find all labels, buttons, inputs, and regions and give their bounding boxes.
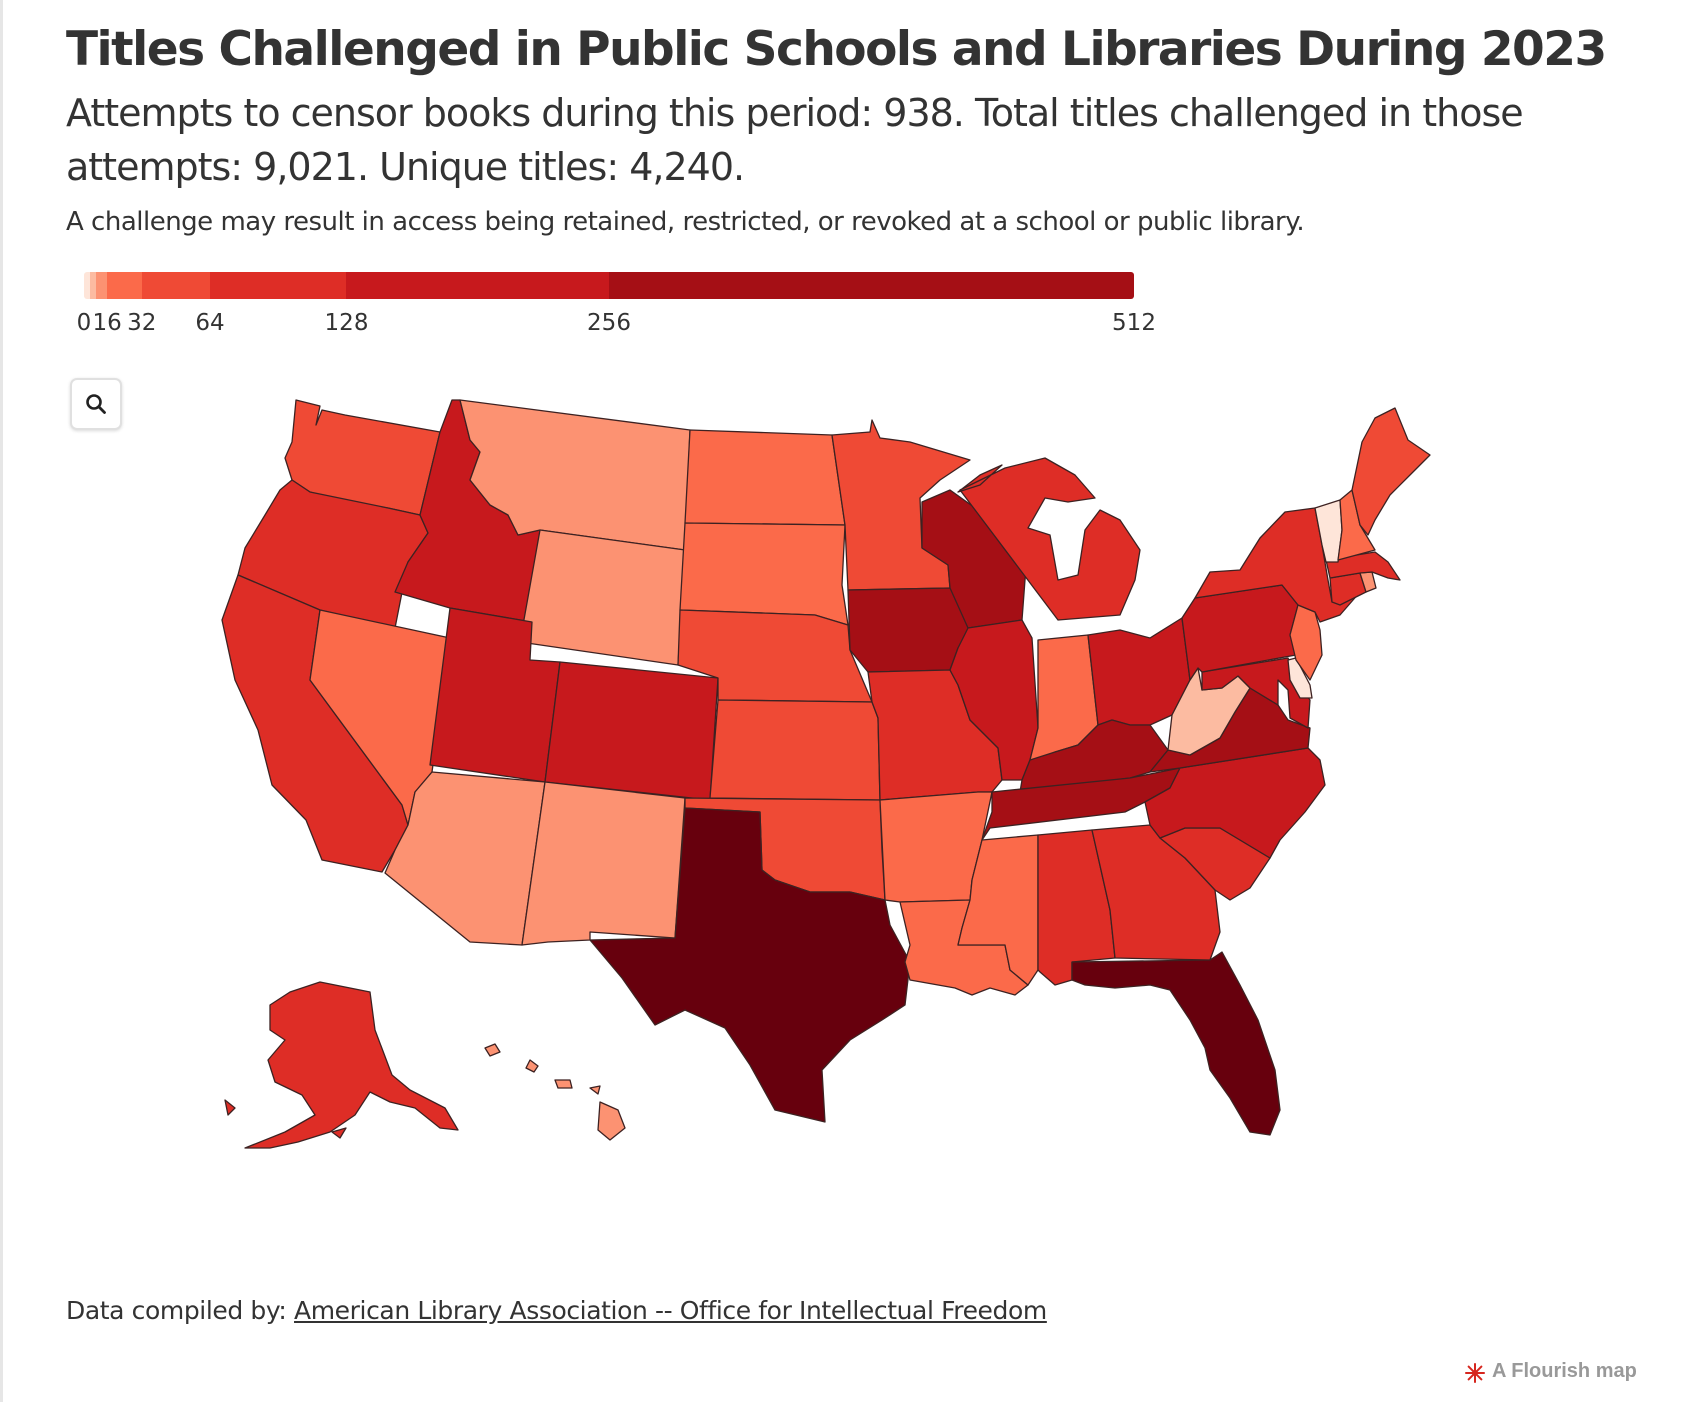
state-connecticut[interactable]: Connecticut (1329, 572, 1367, 606)
state-alaska[interactable]: Alaska (224, 981, 459, 1149)
state-hawaii[interactable]: Hawaii (484, 1043, 626, 1141)
legend-swatch (95, 272, 108, 299)
state-wyoming[interactable]: Wyoming (519, 529, 686, 666)
page-left-border (0, 0, 3, 1402)
flourish-logo-icon (1465, 1363, 1485, 1383)
zoom-search-button[interactable] (70, 378, 122, 430)
legend-swatch (141, 272, 210, 299)
state-kansas[interactable]: Kansas (709, 699, 881, 801)
legend-color-bar (84, 272, 1134, 299)
map-note: A challenge may result in access being r… (66, 207, 1305, 237)
search-icon (86, 394, 106, 414)
legend-tick-label: 32 (127, 310, 157, 336)
state-tennessee[interactable]: Tennessee (981, 767, 1181, 841)
state-florida[interactable]: Florida (1071, 951, 1281, 1136)
state-new-mexico[interactable]: New Mexico (521, 781, 686, 946)
color-legend: 0 16 32 64 128 256 512 (77, 272, 1156, 342)
state-iowa[interactable]: Iowa (847, 587, 971, 673)
legend-tick-label: 64 (195, 310, 225, 336)
state-illinois[interactable]: Illinois (949, 619, 1039, 781)
legend-tick-label: 128 (324, 310, 369, 336)
source-credit: Data compiled by: American Library Assoc… (66, 1296, 1047, 1325)
flourish-credit-link[interactable]: A Flourish map (1465, 1360, 1637, 1383)
legend-swatch (209, 272, 347, 299)
legend-tick-label: 0 (76, 310, 92, 336)
source-prefix: Data compiled by: (66, 1296, 295, 1325)
state-north-dakota[interactable]: North Dakota (684, 429, 846, 526)
legend-swatch (107, 272, 142, 299)
map-subtitle: Attempts to censor books during this per… (66, 91, 1524, 189)
us-choropleth-map: Washington Oregon California Idaho Nevad… (221, 399, 1431, 1149)
state-colorado[interactable]: Colorado (544, 661, 719, 801)
legend-swatch (608, 272, 1134, 299)
state-texas[interactable]: Texas (589, 807, 911, 1123)
legend-swatch (346, 272, 609, 299)
legend-tick-label: 512 (1112, 310, 1156, 336)
flourish-credit-label: A Flourish map (1492, 1360, 1637, 1382)
state-massachusetts[interactable]: Massachusetts (1325, 551, 1401, 581)
state-michigan[interactable]: Michigan (957, 457, 1141, 621)
map-title: Titles Challenged in Public Schools and … (66, 22, 1607, 77)
legend-tick-label: 256 (587, 310, 631, 336)
state-new-york[interactable]: New York (1194, 507, 1361, 623)
state-south-dakota[interactable]: South Dakota (679, 522, 849, 626)
legend-swatch (84, 272, 90, 299)
source-link[interactable]: American Library Association -- Office f… (294, 1296, 1047, 1325)
map-states: Washington Oregon California Idaho Nevad… (221, 399, 1431, 1149)
state-maine[interactable]: Maine (1351, 407, 1431, 536)
legend-swatch (89, 272, 96, 299)
legend-tick-label: 16 (92, 310, 122, 336)
